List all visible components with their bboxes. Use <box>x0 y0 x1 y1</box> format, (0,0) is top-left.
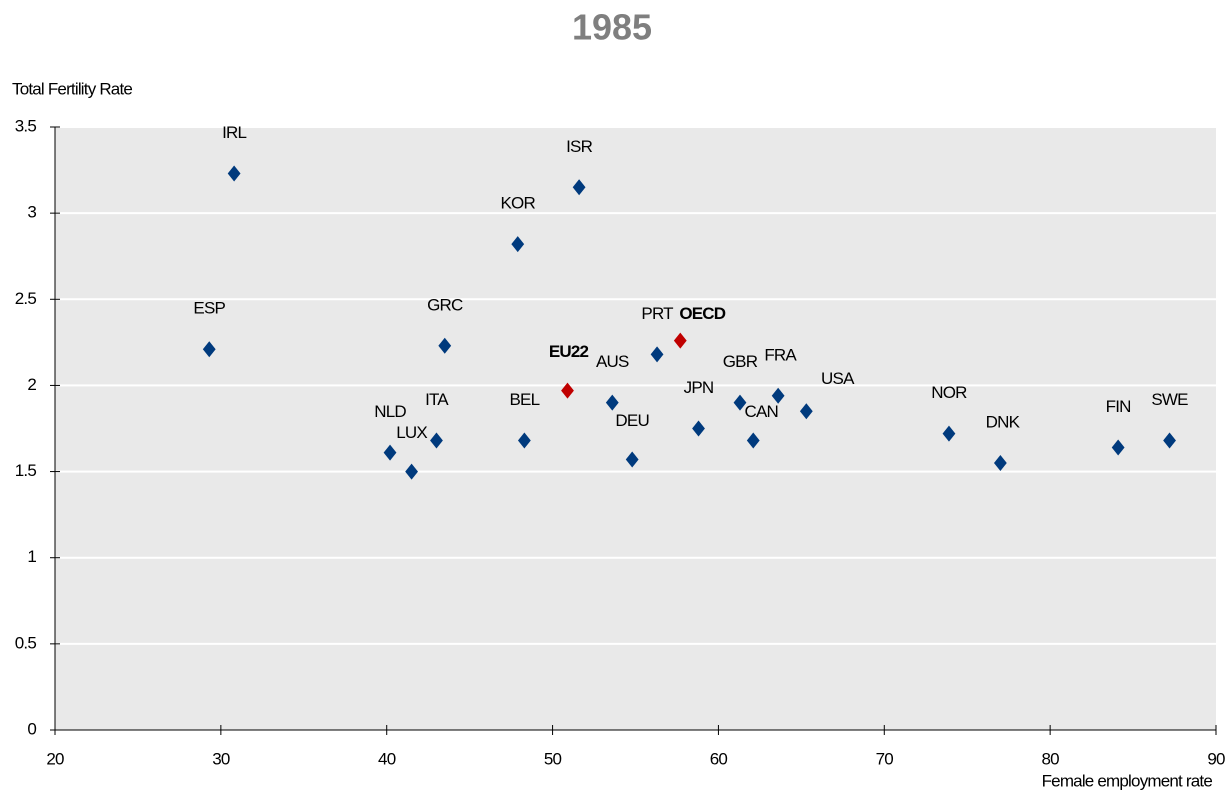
point-label: DEU <box>615 411 649 430</box>
point-label: BEL <box>510 390 540 409</box>
point-label: CAN <box>745 402 779 421</box>
x-tick-label: 50 <box>544 749 562 768</box>
point-label: JPN <box>684 378 714 397</box>
point <box>572 179 586 196</box>
plot-area <box>55 127 1216 730</box>
x-tick-label: 90 <box>1207 749 1225 768</box>
point-label: ESP <box>193 299 225 318</box>
point <box>511 236 525 253</box>
point <box>625 451 639 468</box>
point-label: AUS <box>596 352 629 371</box>
point-label: NLD <box>374 402 406 421</box>
x-tick-label: 20 <box>46 749 64 768</box>
point-label: GRC <box>427 295 463 314</box>
x-tick-label: 70 <box>876 749 894 768</box>
point-label: PRT <box>641 304 673 323</box>
marks: IRL ESP NLD LUX ITA GRC KOR BEL EU22 ISR AUS DEU PRT… <box>193 123 1189 480</box>
x-tick-label: 60 <box>710 749 728 768</box>
point <box>202 341 216 358</box>
point-label: LUX <box>396 423 427 442</box>
point-label: FRA <box>764 345 797 364</box>
point <box>517 432 531 449</box>
y-tick-label: 3.5 <box>15 116 37 135</box>
point-label: IRL <box>222 123 246 142</box>
y-tick-label: 0.5 <box>15 633 37 652</box>
point <box>771 387 785 404</box>
point <box>561 382 574 399</box>
point-label: EU22 <box>549 342 589 361</box>
point-label: USA <box>821 369 855 388</box>
point <box>993 454 1007 471</box>
point-label: DNK <box>986 412 1021 431</box>
y-axis-title: Total Fertility Rate <box>12 79 132 98</box>
x-tick-label: 30 <box>212 749 230 768</box>
point-label: NOR <box>931 383 967 402</box>
y-tick-label: 2 <box>27 375 36 394</box>
y-tick-label: 3 <box>27 203 36 222</box>
point <box>430 432 443 449</box>
point-label: OECD <box>679 304 725 323</box>
point <box>673 332 687 349</box>
point <box>1163 432 1176 449</box>
point <box>746 432 760 449</box>
y-tick-label: 2.5 <box>15 289 37 308</box>
point <box>942 425 956 442</box>
point <box>692 420 705 437</box>
x-tick-label: 40 <box>378 749 396 768</box>
y-tick-label: 1.5 <box>15 461 37 480</box>
y-tick-label: 1 <box>27 547 36 566</box>
point-label: SWE <box>1151 390 1188 409</box>
point <box>405 463 418 480</box>
point <box>799 403 813 420</box>
point <box>650 346 664 363</box>
point <box>383 444 397 461</box>
point-label: FIN <box>1106 397 1131 416</box>
point-label: GBR <box>723 352 758 371</box>
point <box>1111 439 1125 456</box>
point-label: ISR <box>566 137 592 156</box>
point <box>733 394 747 411</box>
point <box>605 394 619 411</box>
grid: 0 0.5 1 1.5 2 2.5 3 3.5 20 30 40 50 60 70 80 90 <box>15 116 1226 768</box>
chart-title: 1985 <box>572 7 652 48</box>
point <box>227 165 241 182</box>
point-label: KOR <box>501 194 536 213</box>
point-label: ITA <box>425 390 449 409</box>
point <box>438 337 452 354</box>
x-axis-title: Female employment rate <box>1042 771 1213 790</box>
x-tick-label: 80 <box>1041 749 1059 768</box>
y-tick-label: 0 <box>27 719 36 738</box>
